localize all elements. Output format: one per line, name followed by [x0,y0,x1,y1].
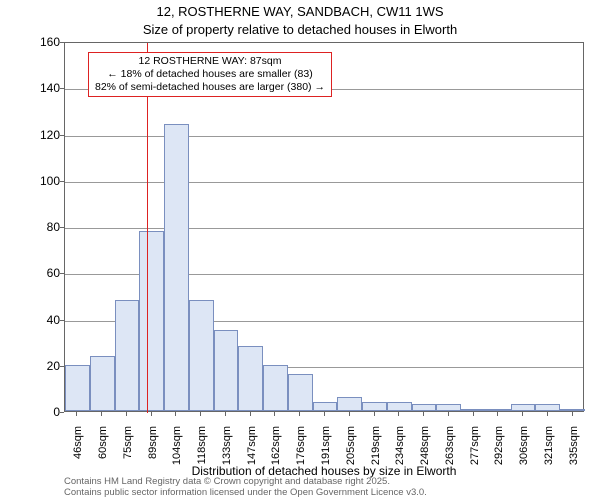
xtick-mark [473,412,474,416]
bar [65,365,90,411]
bar [90,356,115,412]
footer: Contains HM Land Registry data © Crown c… [64,477,427,498]
xtick-mark [398,412,399,416]
xtick-mark [151,412,152,416]
bar [387,402,412,411]
ytick-mark [60,88,64,89]
ytick-mark [60,227,64,228]
bar [288,374,313,411]
bar [164,124,189,411]
xtick-mark [497,412,498,416]
bar [115,300,140,411]
xtick-mark [225,412,226,416]
xtick-mark [448,412,449,416]
ytick-mark [60,181,64,182]
bar [511,404,536,411]
annotation-line2: ← 18% of detached houses are smaller (83… [95,68,325,81]
bar [412,404,437,411]
footer-line2: Contains public sector information licen… [64,488,427,498]
ytick-mark [60,42,64,43]
ytick-label: 60 [30,266,60,280]
bar [189,300,214,411]
grid-line [65,228,583,229]
marker-line [147,43,148,413]
chart-title-main: 12, ROSTHERNE WAY, SANDBACH, CW11 1WS [0,4,600,19]
xtick-mark [522,412,523,416]
ytick-label: 0 [30,405,60,419]
chart-title-sub: Size of property relative to detached ho… [0,22,600,37]
bar [461,409,486,411]
xtick-mark [374,412,375,416]
xtick-mark [274,412,275,416]
chart-container: 12, ROSTHERNE WAY, SANDBACH, CW11 1WS Si… [0,0,600,500]
xtick-mark [349,412,350,416]
footer-line1: Contains HM Land Registry data © Crown c… [64,477,427,487]
bar [486,409,511,411]
annotation-line3: 82% of semi-detached houses are larger (… [95,81,325,94]
bar [337,397,362,411]
xtick-mark [250,412,251,416]
xtick-mark [126,412,127,416]
bar [362,402,387,411]
grid-line [65,136,583,137]
bar [214,330,239,411]
ytick-label: 160 [30,35,60,49]
ytick-mark [60,135,64,136]
annotation-box: 12 ROSTHERNE WAY: 87sqm ← 18% of detache… [88,52,332,97]
xtick-mark [200,412,201,416]
xtick-mark [324,412,325,416]
bar [436,404,461,411]
ytick-mark [60,366,64,367]
ytick-mark [60,273,64,274]
ytick-mark [60,320,64,321]
bar [313,402,338,411]
xtick-mark [76,412,77,416]
grid-line [65,182,583,183]
ytick-label: 120 [30,128,60,142]
xtick-mark [101,412,102,416]
bar [560,409,585,411]
xtick-mark [423,412,424,416]
xtick-mark [547,412,548,416]
xtick-mark [299,412,300,416]
ytick-label: 20 [30,359,60,373]
ytick-mark [60,412,64,413]
ytick-label: 100 [30,174,60,188]
plot-area [64,42,584,412]
ytick-label: 80 [30,220,60,234]
xtick-mark [572,412,573,416]
ytick-label: 140 [30,81,60,95]
bar [535,404,560,411]
bar [238,346,263,411]
ytick-label: 40 [30,313,60,327]
bar [263,365,288,411]
annotation-line1: 12 ROSTHERNE WAY: 87sqm [95,55,325,68]
xtick-mark [175,412,176,416]
bar [139,231,164,411]
